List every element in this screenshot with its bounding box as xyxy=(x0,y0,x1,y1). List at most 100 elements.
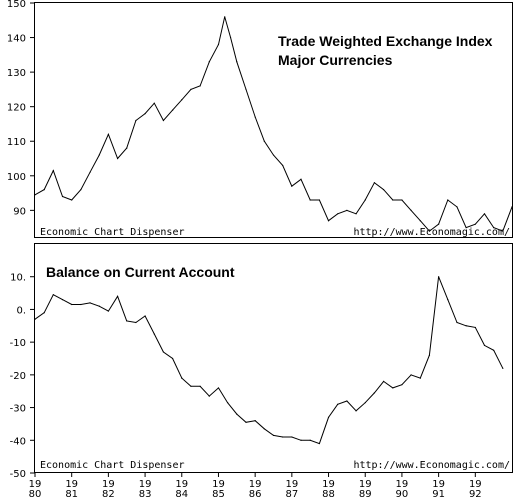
x-tick-label-bottom-12: 92 xyxy=(469,489,482,497)
x-tick-label-top-8: 19 xyxy=(322,479,335,490)
data-point-0-45 xyxy=(438,223,440,225)
current-account-x-ticks: 1980198119821983198419851986198719881989… xyxy=(29,473,482,497)
data-point-1-26 xyxy=(272,434,275,436)
data-point-0-28 xyxy=(282,164,284,167)
data-point-1-8 xyxy=(107,310,109,312)
data-point-1-38 xyxy=(382,380,385,382)
y-tick-label-5: 100 xyxy=(7,172,26,183)
x-tick-label-top-7: 19 xyxy=(285,479,298,490)
x-tick-label-top-9: 19 xyxy=(359,479,372,490)
data-point-0-39 xyxy=(382,189,385,191)
data-point-1-5 xyxy=(80,303,82,306)
x-tick-label-bottom-7: 87 xyxy=(285,489,298,497)
data-point-0-18 xyxy=(199,85,201,87)
data-point-1-15 xyxy=(171,357,174,360)
data-point-0-48 xyxy=(465,227,467,229)
exchange-index-y-ticks: 150 140 130 120 110 100 90 xyxy=(7,0,35,217)
current-account-credit-left: Economic Chart Dispenser xyxy=(40,460,185,471)
data-point-0-12 xyxy=(144,112,146,115)
data-point-1-6 xyxy=(89,302,91,304)
data-point-1-37 xyxy=(373,392,376,394)
data-point-0-2 xyxy=(52,170,54,172)
data-point-0-32 xyxy=(318,199,320,201)
data-point-1-12 xyxy=(144,315,146,317)
data-point-1-2 xyxy=(52,294,54,296)
data-point-1-35 xyxy=(355,410,357,412)
data-point-0-31 xyxy=(309,199,311,201)
data-point-1-43 xyxy=(428,354,431,356)
data-point-0-22 xyxy=(229,36,232,39)
x-tick-label-bottom-4: 84 xyxy=(175,489,188,497)
x-tick-label-top-10: 19 xyxy=(396,479,409,490)
data-point-0-23 xyxy=(236,61,238,63)
data-point-0-9 xyxy=(116,157,119,160)
y-tick-label-1: 0. xyxy=(16,305,26,316)
current-account-frame xyxy=(34,243,513,473)
data-point-0-53 xyxy=(511,206,513,208)
x-tick-label-top-12: 19 xyxy=(469,479,482,490)
data-point-1-50 xyxy=(493,349,495,351)
current-account-series xyxy=(34,276,504,445)
data-point-0-17 xyxy=(190,88,192,90)
x-tick-label-top-0: 19 xyxy=(29,479,42,490)
data-point-0-49 xyxy=(474,223,476,225)
data-point-1-11 xyxy=(135,321,137,324)
x-tick-label-top-4: 19 xyxy=(175,479,188,490)
data-point-0-52 xyxy=(502,230,504,232)
x-tick-label-top-2: 19 xyxy=(102,479,115,490)
data-point-0-6 xyxy=(89,171,91,173)
y-tick-label-2: -10 xyxy=(10,338,26,349)
data-point-0-11 xyxy=(135,119,137,122)
x-tick-label-bottom-8: 88 xyxy=(322,489,335,497)
data-point-1-7 xyxy=(98,305,100,307)
current-account-panel: Balance on Current Account Economic Char… xyxy=(10,243,513,497)
data-point-1-46 xyxy=(456,321,458,324)
data-point-0-0 xyxy=(34,194,36,196)
data-point-0-46 xyxy=(447,199,449,201)
current-account-title: Balance on Current Account xyxy=(46,264,235,280)
data-point-1-25 xyxy=(263,428,265,430)
data-point-0-37 xyxy=(364,199,366,201)
data-point-1-45 xyxy=(447,299,449,301)
data-point-1-29 xyxy=(300,439,302,441)
data-point-1-22 xyxy=(236,413,238,415)
y-tick-label-6: 90 xyxy=(13,206,26,217)
x-tick-label-bottom-6: 86 xyxy=(249,489,262,497)
data-point-0-47 xyxy=(456,206,458,208)
exchange-index-subtitle: Major Currencies xyxy=(278,52,393,68)
y-tick-label-3: -20 xyxy=(10,371,26,382)
y-tick-label-0: 150 xyxy=(7,0,26,10)
data-point-0-50 xyxy=(483,213,486,215)
exchange-index-series xyxy=(34,16,513,232)
data-point-1-34 xyxy=(346,400,348,402)
y-tick-label-2: 130 xyxy=(7,68,26,79)
x-tick-label-bottom-1: 81 xyxy=(65,489,78,497)
current-account-credit-right: http://www.Economagic.com/ xyxy=(353,460,510,471)
y-tick-label-5: -40 xyxy=(10,436,26,447)
data-point-1-41 xyxy=(410,374,412,376)
data-point-0-41 xyxy=(401,199,403,201)
data-point-1-27 xyxy=(282,436,284,438)
data-point-1-21 xyxy=(227,402,229,404)
x-tick-label-bottom-10: 90 xyxy=(396,489,409,497)
data-point-0-51 xyxy=(493,227,495,229)
current-account-y-ticks: 10. 0. -10 -20 -30 -40 -50 xyxy=(10,273,35,480)
data-point-0-36 xyxy=(355,213,357,215)
x-tick-label-top-5: 19 xyxy=(212,479,225,490)
x-tick-label-bottom-11: 91 xyxy=(432,489,445,497)
data-point-1-4 xyxy=(71,303,73,306)
y-tick-label-0: 10. xyxy=(10,273,26,284)
exchange-index-panel: Trade Weighted Exchange Index Major Curr… xyxy=(7,0,513,238)
y-tick-label-1: 140 xyxy=(7,34,26,45)
data-point-1-23 xyxy=(245,421,247,423)
data-point-1-33 xyxy=(337,403,339,405)
data-point-0-38 xyxy=(373,182,376,184)
data-point-1-24 xyxy=(254,420,256,422)
x-tick-label-top-6: 19 xyxy=(249,479,262,490)
x-tick-label-bottom-5: 85 xyxy=(212,489,225,497)
data-point-1-16 xyxy=(181,377,183,379)
data-point-0-29 xyxy=(291,185,293,187)
data-point-0-34 xyxy=(337,213,339,215)
data-point-1-39 xyxy=(392,387,394,389)
data-point-0-21 xyxy=(224,16,226,18)
